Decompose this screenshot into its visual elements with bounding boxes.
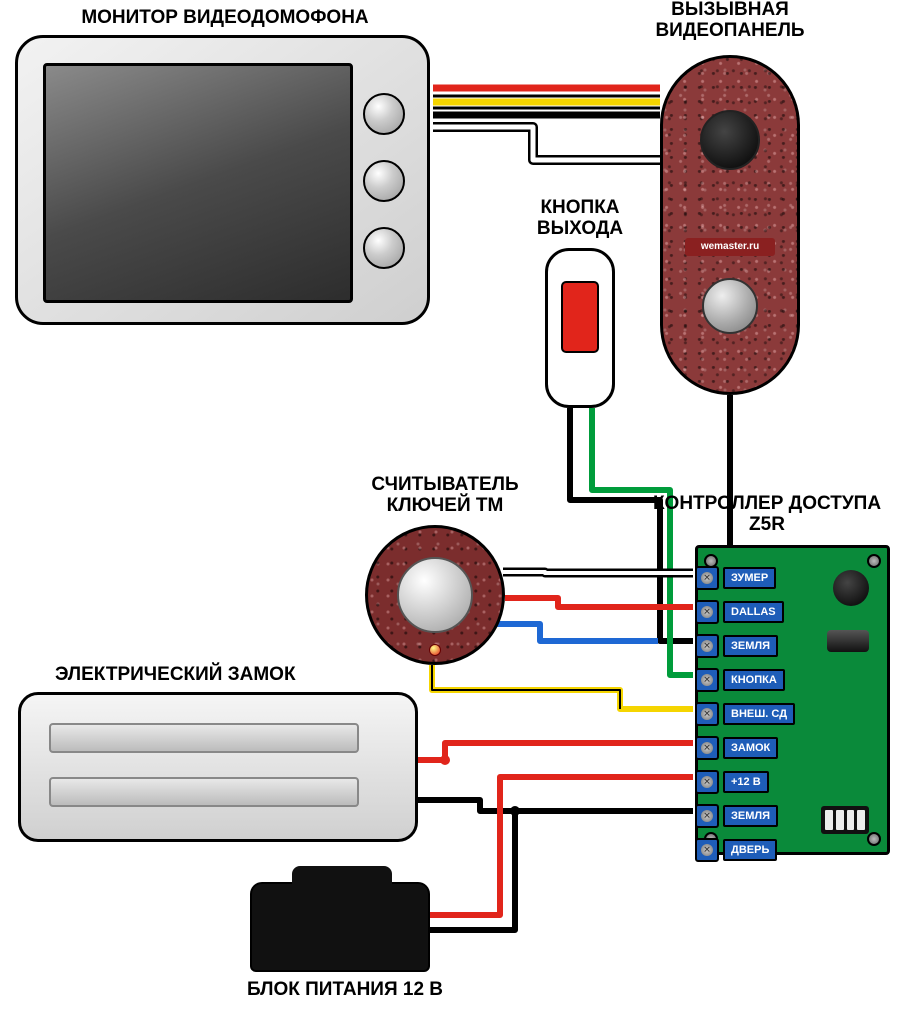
terminal-label: КНОПКА: [723, 669, 785, 691]
terminal-row: ЗЕМЛЯ: [695, 632, 807, 660]
panel-logo: wemaster.ru: [685, 238, 775, 256]
component-icon: [827, 630, 869, 652]
controller-label-l1: КОНТРОЛЛЕР ДОСТУПА: [653, 493, 881, 514]
terminal-screw-icon: [695, 634, 719, 658]
terminal-label: DALLAS: [723, 601, 784, 623]
exit-button-label: КНОПКА ВЫХОДА: [505, 198, 655, 240]
terminal-row: ВНЕШ. СД: [695, 700, 807, 728]
tm-key-reader: [365, 525, 505, 665]
lock-label: ЭЛЕКТРИЧЕСКИЙ ЗАМОК: [55, 665, 365, 686]
terminal-screw-icon: [695, 838, 719, 862]
exitbtn-label-l1: КНОПКА: [540, 197, 619, 218]
terminal-screw-icon: [695, 804, 719, 828]
monitor-button-3: [363, 227, 405, 269]
terminal-screw-icon: [695, 668, 719, 692]
reader-contact: [397, 557, 473, 633]
callpanel-label-l1: ВЫЗЫВНАЯ: [671, 0, 789, 20]
terminal-row: ЗЕМЛЯ: [695, 802, 807, 830]
lock-bar-1: [49, 723, 359, 753]
call-panel: wemaster.ru: [660, 55, 800, 395]
monitor-button-2: [363, 160, 405, 202]
terminal-screw-icon: [695, 600, 719, 624]
terminal-screw-icon: [695, 736, 719, 760]
mount-hole-icon: [867, 554, 881, 568]
terminal-label: +12 В: [723, 771, 769, 793]
reader-label-l2: КЛЮЧЕЙ ТМ: [387, 495, 504, 516]
terminal-screw-icon: [695, 702, 719, 726]
terminal-label: ЗЕМЛЯ: [723, 805, 778, 827]
monitor-screen: [43, 63, 353, 303]
terminal-row: КНОПКА: [695, 666, 807, 694]
terminal-label: ЗУМЕР: [723, 567, 776, 589]
psu-top: [292, 866, 392, 886]
controller-label-l2: Z5R: [749, 514, 785, 535]
camera-lens-icon: [700, 110, 760, 170]
mount-hole-icon: [867, 832, 881, 846]
terminal-label: ЗАМОК: [723, 737, 778, 759]
exitbtn-label-l2: ВЫХОДА: [537, 218, 623, 239]
terminal-screw-icon: [695, 566, 719, 590]
electric-lock: [18, 692, 418, 842]
callpanel-label: ВЫЗЫВНАЯ ВИДЕОПАНЕЛЬ: [615, 0, 845, 42]
terminal-row: +12 В: [695, 768, 807, 796]
controller-label: КОНТРОЛЛЕР ДОСТУПА Z5R: [632, 494, 902, 536]
call-button: [702, 278, 758, 334]
reader-label-l1: СЧИТЫВАТЕЛЬ: [371, 474, 518, 495]
terminal-label: ДВЕРЬ: [723, 839, 777, 861]
dip-switch-icon: [821, 806, 869, 834]
callpanel-label-l2: ВИДЕОПАНЕЛЬ: [655, 20, 804, 41]
monitor-button-1: [363, 93, 405, 135]
terminal-row: ЗУМЕР: [695, 564, 807, 592]
lock-bar-2: [49, 777, 359, 807]
exit-button-device: [545, 248, 615, 408]
exit-button-red: [561, 281, 599, 353]
terminal-label: ВНЕШ. СД: [723, 703, 795, 725]
access-controller: ЗУМЕР DALLAS ЗЕМЛЯ КНОПКА ВНЕШ. СД ЗАМОК +12 В…: [695, 545, 890, 855]
terminal-screw-icon: [695, 770, 719, 794]
reader-led-icon: [429, 644, 441, 656]
terminal-row: DALLAS: [695, 598, 807, 626]
terminal-row: ДВЕРЬ: [695, 836, 807, 864]
reader-label: СЧИТЫВАТЕЛЬ КЛЮЧЕЙ ТМ: [355, 475, 535, 517]
psu-label: БЛОК ПИТАНИЯ 12 В: [225, 980, 465, 1001]
buzzer-icon: [833, 570, 869, 606]
terminal-row: ЗАМОК: [695, 734, 807, 762]
video-monitor: [15, 35, 430, 325]
monitor-label: МОНИТОР ВИДЕОДОМОФОНА: [60, 8, 390, 29]
terminal-label: ЗЕМЛЯ: [723, 635, 778, 657]
power-supply: [250, 882, 430, 972]
